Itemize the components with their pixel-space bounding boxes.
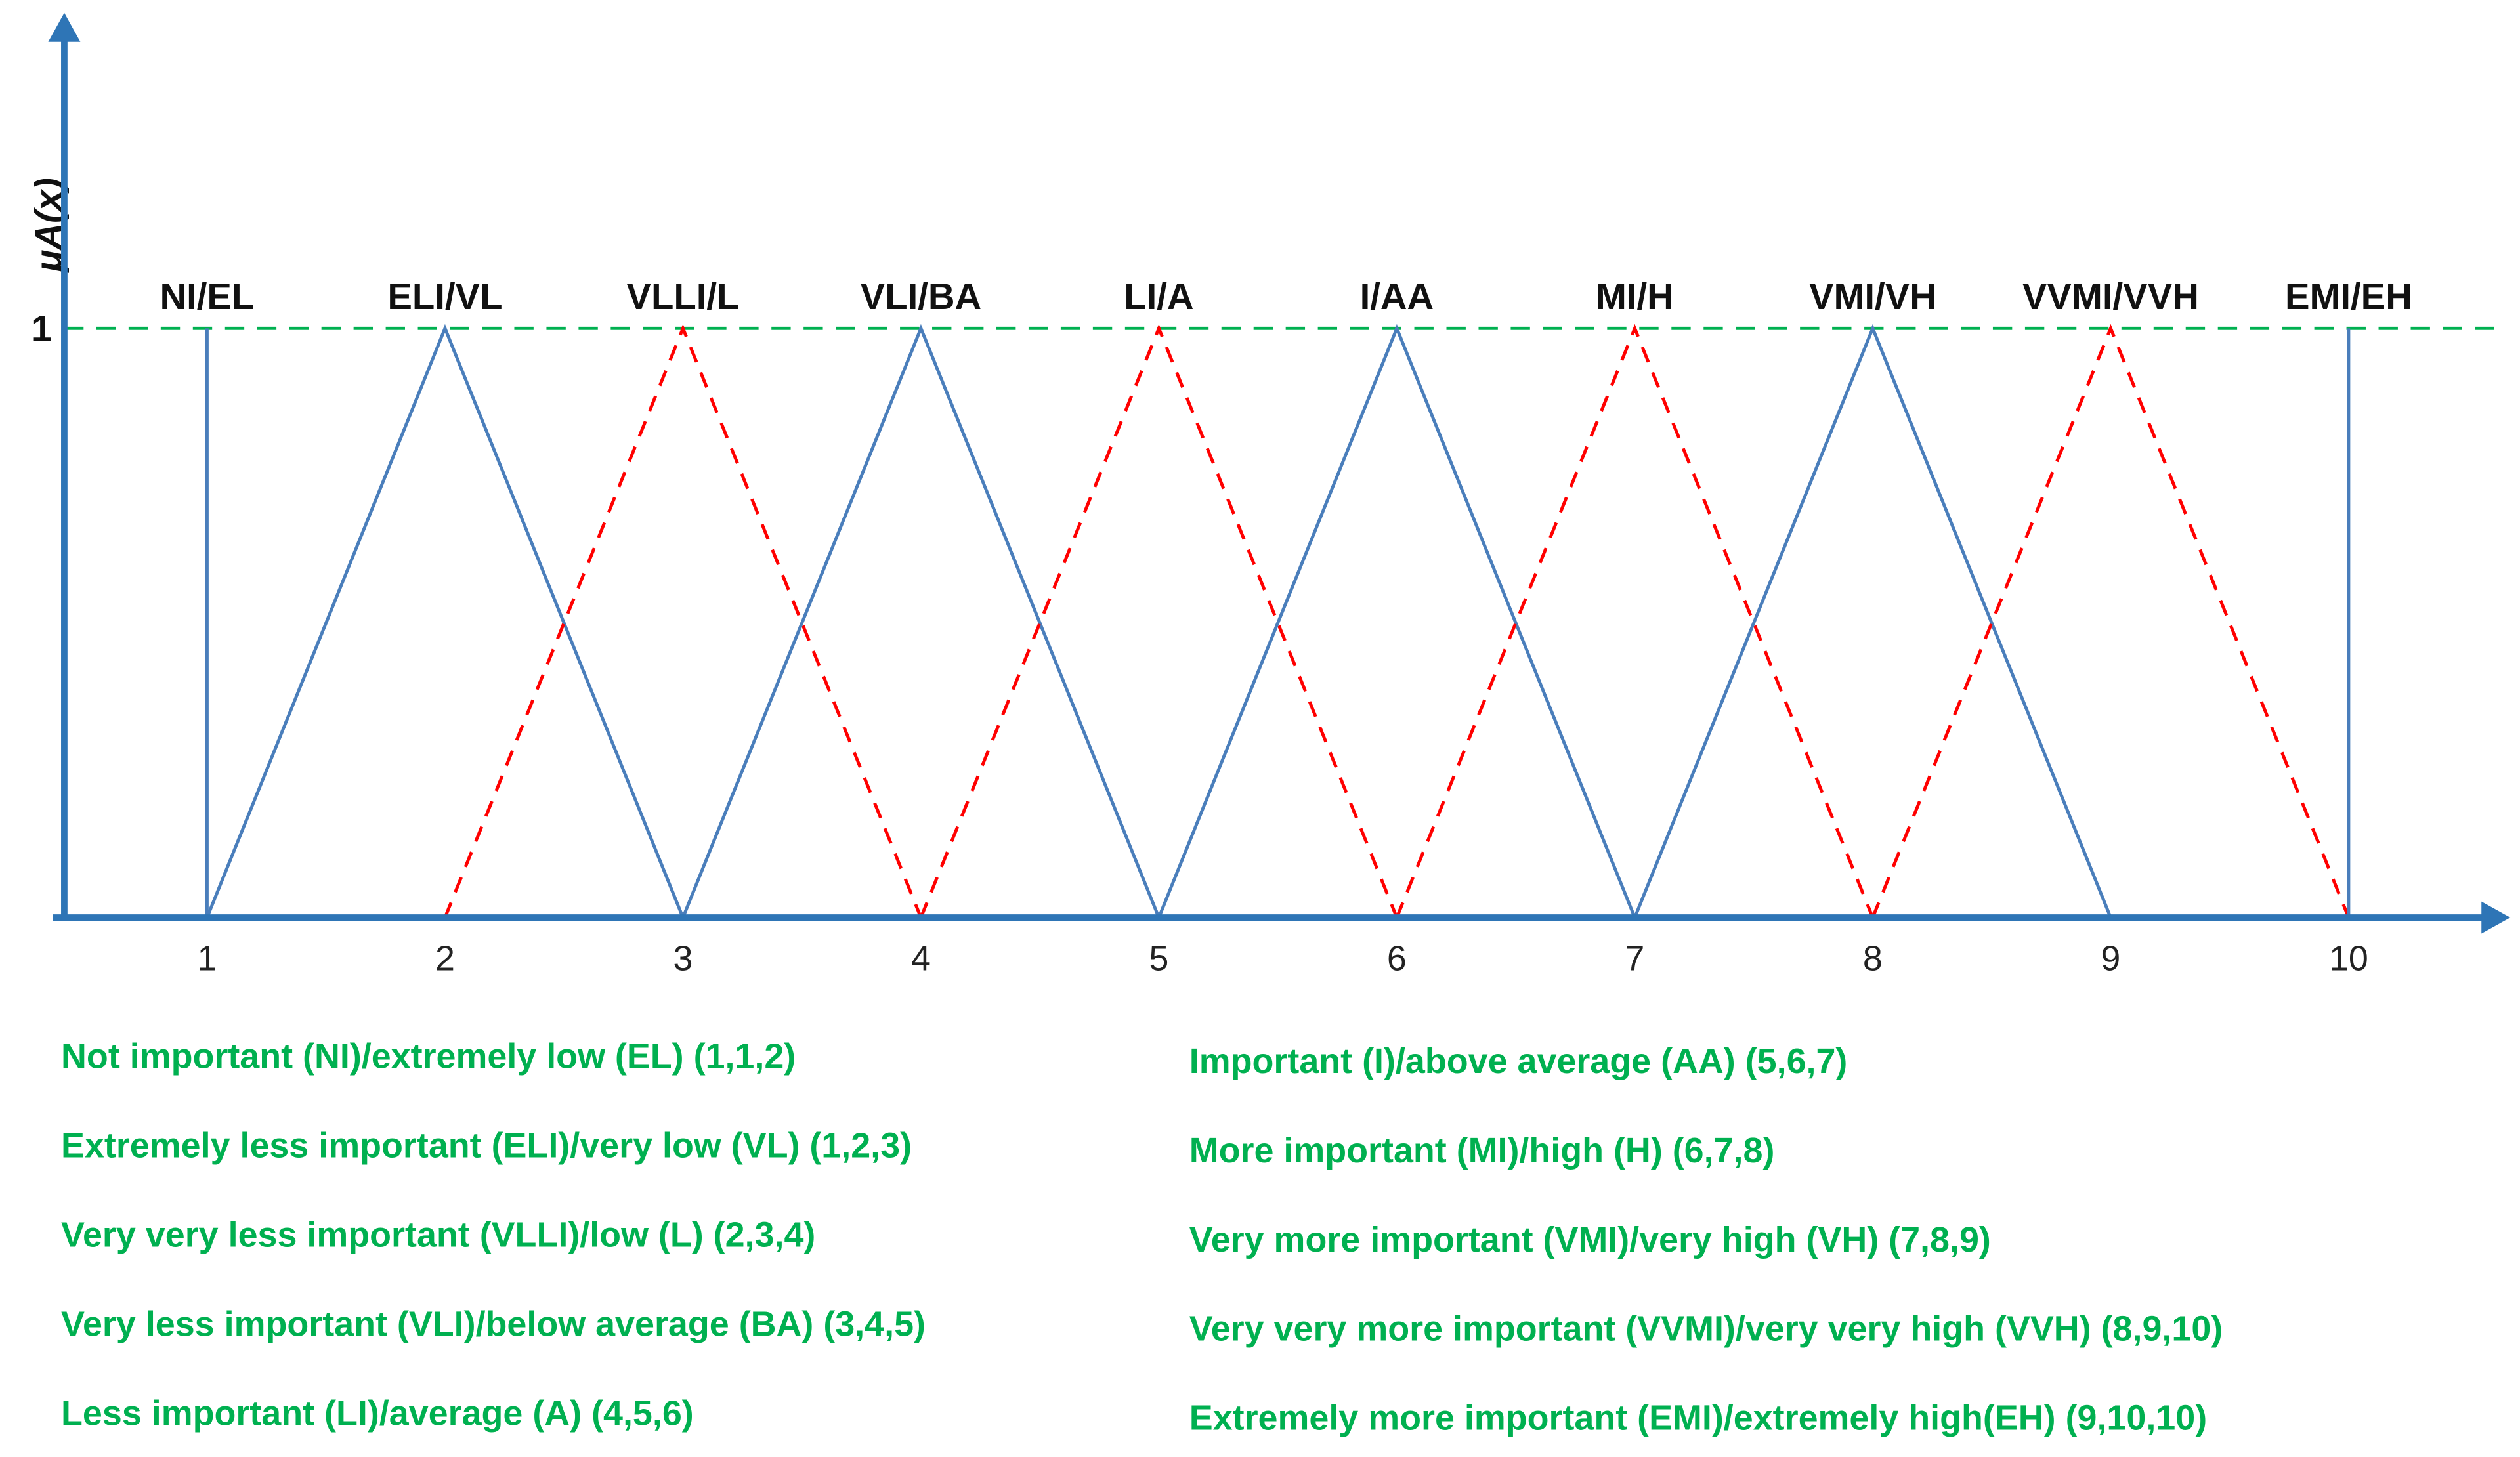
membership-line [1395,324,1875,918]
x-tick-label: 2 [435,939,455,978]
x-tick-label: 4 [911,939,931,978]
x-tick-label: 5 [1149,939,1168,978]
legend-text: Less important (LI)/average (A) (4,5,6) [61,1393,694,1433]
membership-line [1157,324,1636,918]
y-tick-label: 1 [32,308,52,349]
legend-text: Very more important (VMI)/very high (VH)… [1189,1220,1991,1259]
membership-line [681,324,1161,918]
series-label: VMI/VH [1809,276,1936,317]
series-label: I/AA [1360,276,1434,317]
series-label: VVMI/VVH [2022,276,2199,317]
series-label: LI/A [1124,276,1193,317]
x-tick-label: 10 [2329,939,2368,978]
legend-text: Extremely less important (ELI)/very low … [61,1126,912,1166]
membership-line [1633,324,2112,918]
y-axis-arrow [48,12,81,42]
x-tick-label: 3 [673,939,693,978]
legend-text: Important (I)/above average (AA) (5,6,7) [1189,1042,1848,1081]
x-tick-label: 9 [2101,939,2120,978]
legend-text: Extremely more important (EMI)/extremely… [1189,1399,2207,1438]
series-label: VLI/BA [861,276,982,317]
membership-line [1871,324,2351,918]
legend-text: More important (MI)/high (H) (6,7,8) [1189,1131,1775,1170]
legend-text: Not important (NI)/extremely low (EL) (1… [61,1037,796,1076]
series-label: EMI/EH [2285,276,2412,317]
series-label: VLLI/L [626,276,739,317]
membership-line [205,324,685,918]
x-tick-label: 8 [1863,939,1883,978]
legend-text: Very less important (VLI)/below average … [61,1304,926,1343]
membership-line [919,324,1399,918]
series-label: ELI/VL [387,276,502,317]
series-label: MI/H [1596,276,1674,317]
series-label: NI/EL [160,276,254,317]
x-axis-arrow [2481,901,2511,934]
x-tick-label: 7 [1625,939,1644,978]
x-tick-label: 6 [1387,939,1407,978]
membership-line [443,324,923,918]
legend-text: Very very less important (VLLI)/low (L) … [61,1215,815,1255]
legend-text: Very very more important (VVMI)/very ver… [1189,1309,2223,1349]
x-tick-label: 1 [197,939,217,978]
